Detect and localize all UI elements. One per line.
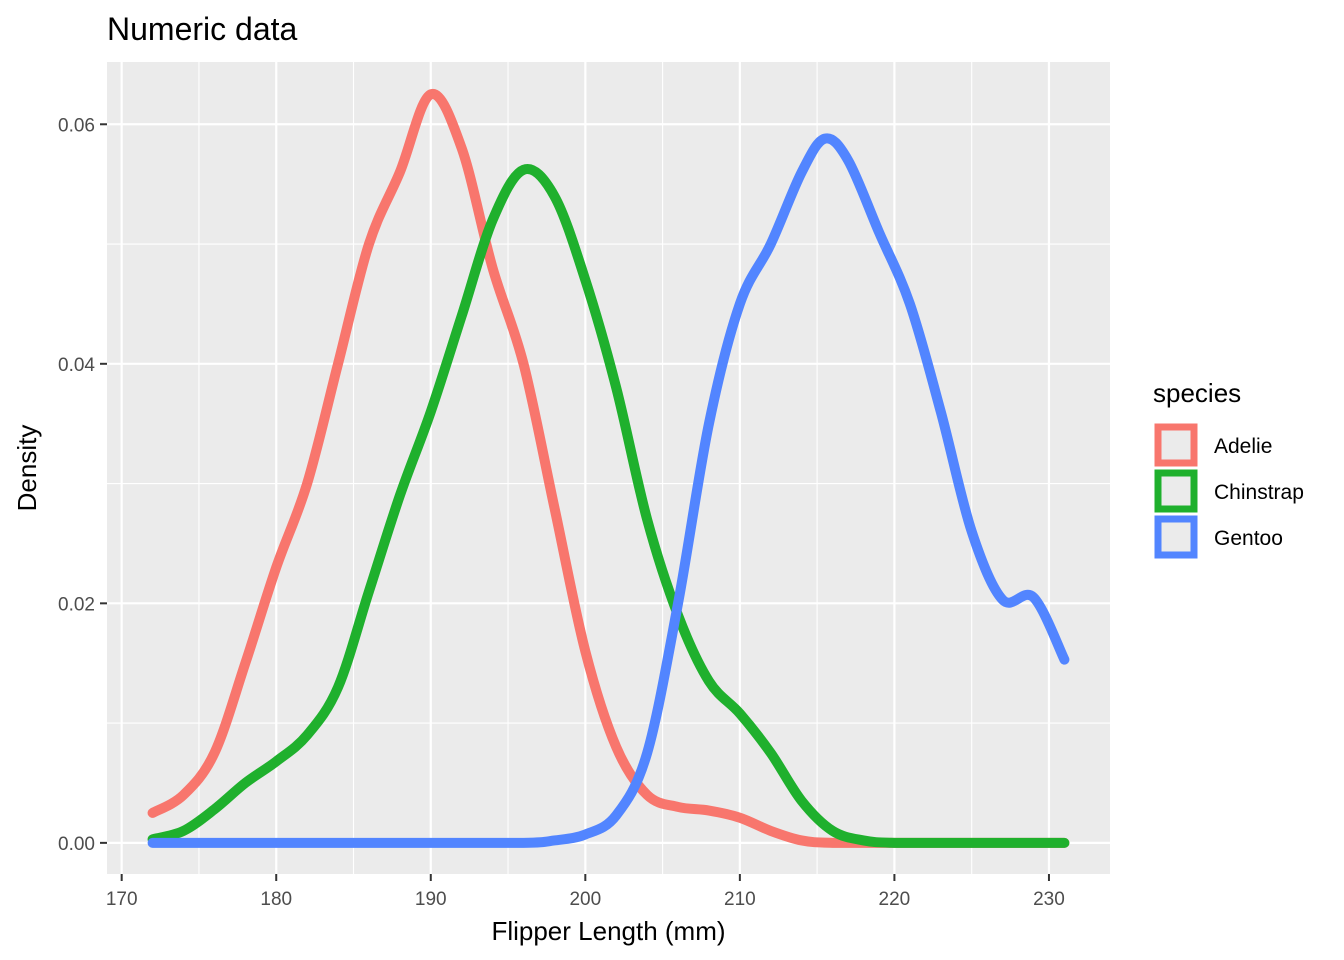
x-tick-label: 230 <box>1033 889 1065 910</box>
x-tick-label: 180 <box>260 889 292 910</box>
legend-label-adelie: Adelie <box>1214 435 1272 458</box>
major-gridlines <box>107 62 1110 874</box>
y-axis: 0.00 0.02 0.04 0.06 <box>58 115 107 855</box>
density-curve-gentoo <box>147 133 1070 848</box>
x-tick-label: 190 <box>415 889 447 910</box>
legend: species Adelie Chinstrap Gentoo <box>1153 378 1304 559</box>
x-tick-label: 200 <box>569 889 601 910</box>
x-axis-title: Flipper Length (mm) <box>491 916 725 946</box>
x-tick-label: 170 <box>106 889 138 910</box>
legend-key-gentoo <box>1154 515 1198 559</box>
legend-label-gentoo: Gentoo <box>1214 527 1283 550</box>
density-curve-chinstrap <box>147 164 1070 848</box>
y-tick-label: 0.00 <box>58 834 95 855</box>
x-tick-label: 220 <box>879 889 911 910</box>
density-curves <box>147 89 1070 848</box>
legend-key-chinstrap <box>1154 469 1198 513</box>
x-tick-label: 210 <box>724 889 756 910</box>
y-axis-title: Density <box>12 425 42 512</box>
legend-label-chinstrap: Chinstrap <box>1214 481 1304 504</box>
y-tick-label: 0.04 <box>58 355 95 376</box>
legend-title: species <box>1153 378 1241 408</box>
legend-key-adelie <box>1154 423 1198 467</box>
x-axis: 170 180 190 200 210 220 230 <box>106 874 1065 910</box>
density-curve-adelie <box>147 89 1070 848</box>
chart-title: Numeric data <box>107 11 298 47</box>
y-tick-label: 0.06 <box>58 115 95 136</box>
y-tick-label: 0.02 <box>58 594 95 615</box>
